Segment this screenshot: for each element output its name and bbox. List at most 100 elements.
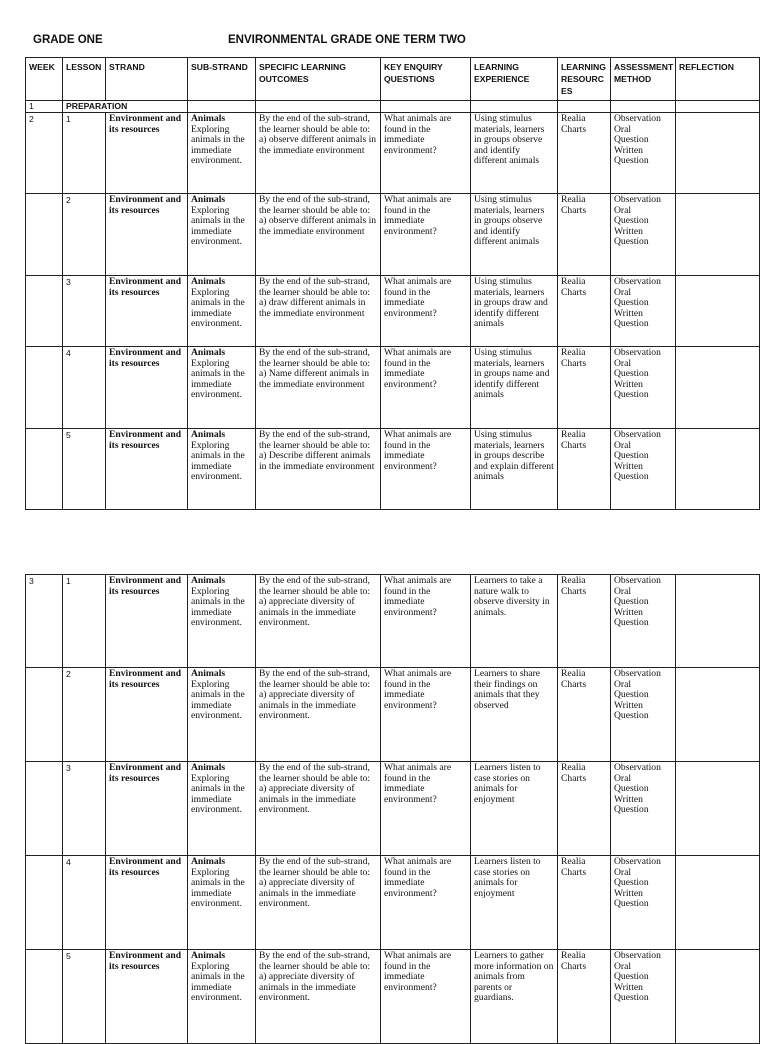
assessment-cell: Observation Oral Question Written Questi… — [610, 761, 676, 856]
substrand-text: Exploring animals in the immediate envir… — [191, 286, 245, 330]
substrand-title: Animals — [191, 668, 226, 679]
question-cell-text: What animals are found in the immediate … — [384, 347, 452, 390]
experience-cell-text: Using stimulus materials, learners in gr… — [474, 429, 554, 483]
strand-cell: Environment and its resources — [105, 761, 188, 856]
table-row: 3 Environment and its resources Animals Exp… — [25, 761, 760, 856]
substrand-cell: Animals Exploring animals in the immediat… — [187, 855, 256, 950]
week-cell: 2 — [25, 112, 63, 194]
question-cell: What animals are found in the immediate … — [380, 428, 471, 510]
strand-cell: Environment and its resources — [105, 574, 188, 668]
assessment-cell: Observation Oral Question Written Questi… — [610, 275, 676, 347]
substrand-text: Exploring animals in the immediate envir… — [191, 357, 245, 401]
substrand-title: Animals — [191, 276, 226, 287]
experience-cell-text: Using stimulus materials, learners in gr… — [474, 113, 545, 167]
column-header: ASSESSMENT METHOD — [610, 57, 676, 101]
outcome-cell-text: By the end of the sub-strand, the learne… — [259, 194, 377, 237]
experience-cell: Using stimulus materials, learners in gr… — [470, 346, 558, 429]
reflection-cell — [675, 428, 760, 510]
experience-cell-text: Learners to share their findings on anim… — [474, 668, 541, 711]
strand-cell-text: Environment and its resources — [109, 856, 182, 878]
experience-cell: Learners listen to case stories on anima… — [470, 761, 558, 856]
lesson-cell-text: 4 — [66, 857, 71, 867]
table-row: 2 Environment and its resources Animals Exp… — [25, 193, 760, 276]
assessment-cell-text: Observation Oral Question Written Questi… — [614, 429, 661, 483]
outcome-cell: By the end of the sub-strand, the learne… — [255, 346, 381, 429]
resources-cell-text: Realia Charts — [561, 194, 587, 216]
column-header: LESSON — [62, 57, 106, 101]
substrand-title: Animals — [191, 575, 226, 586]
strand-cell-text: Environment and its resources — [109, 762, 182, 784]
outcome-cell-text: By the end of the sub-strand, the learne… — [259, 347, 371, 390]
experience-cell: Using stimulus materials, learners in gr… — [470, 112, 558, 194]
strand-cell-text: Environment and its resources — [109, 347, 182, 369]
resources-cell: Realia Charts — [557, 667, 611, 762]
assessment-cell-text: Observation Oral Question Written Questi… — [614, 113, 661, 167]
substrand-title: Animals — [191, 762, 226, 773]
week-cell-text: 2 — [29, 114, 34, 124]
outcome-cell-text: By the end of the sub-strand, the learne… — [259, 429, 375, 472]
substrand-text: Exploring animals in the immediate envir… — [191, 960, 245, 1004]
strand-cell-text: Environment and its resources — [109, 668, 182, 690]
outcome-cell: By the end of the sub-strand, the learne… — [255, 574, 381, 668]
substrand-title: Animals — [191, 194, 226, 205]
week-cell — [25, 428, 63, 510]
resources-cell-text: Realia Charts — [561, 276, 587, 298]
experience-cell: Learners listen to case stories on anima… — [470, 855, 558, 950]
week-cell — [25, 275, 63, 347]
table-row: 2 Environment and its resources Animals Exp… — [25, 667, 760, 762]
lesson-cell: 1 — [62, 112, 106, 194]
table-row: 2 1 Environment and its resources Animals Ex… — [25, 112, 760, 194]
preparation-label: PREPARATION — [62, 100, 188, 113]
column-header: REFLECTION — [675, 57, 760, 101]
question-cell: What animals are found in the immediate … — [380, 949, 471, 1044]
resources-cell: Realia Charts — [557, 112, 611, 194]
strand-cell: Environment and its resources — [105, 112, 188, 194]
lesson-cell-text: 2 — [66, 195, 71, 205]
outcome-cell-text: By the end of the sub-strand, the learne… — [259, 762, 371, 816]
experience-cell-text: Learners to take a nature walk to observ… — [474, 575, 550, 618]
substrand-cell: Animals Exploring animals in the immediat… — [187, 112, 256, 194]
lesson-cell: 3 — [62, 761, 106, 856]
reflection-cell — [675, 574, 760, 668]
question-cell-text: What animals are found in the immediate … — [384, 575, 452, 618]
substrand-text: Exploring animals in the immediate envir… — [191, 866, 245, 910]
table-row: 4 Environment and its resources Animals Exp… — [25, 346, 760, 429]
question-cell-text: What animals are found in the immediate … — [384, 429, 452, 472]
lesson-cell: 2 — [62, 193, 106, 276]
question-cell-text: What animals are found in the immediate … — [384, 276, 452, 319]
substrand-text: Exploring animals in the immediate envir… — [191, 678, 245, 722]
column-header: SUB-STRAND — [187, 57, 256, 101]
assessment-cell-text: Observation Oral Question Written Questi… — [614, 950, 661, 1004]
week-cell — [25, 855, 63, 950]
outcome-cell-text: By the end of the sub-strand, the learne… — [259, 668, 371, 722]
outcome-cell: By the end of the sub-strand, the learne… — [255, 428, 381, 510]
table-header-row: WEEK LESSON STRAND SUB-STRAND SPECIFIC LEARN… — [25, 57, 760, 101]
table-row: 5 Environment and its resources Animals Exp… — [25, 428, 760, 510]
outcome-cell-text: By the end of the sub-strand, the learne… — [259, 276, 371, 319]
lesson-cell: 4 — [62, 855, 106, 950]
substrand-title: Animals — [191, 347, 226, 358]
question-cell-text: What animals are found in the immediate … — [384, 856, 452, 899]
table-row: 5 Environment and its resources Animals Exp… — [25, 949, 760, 1044]
question-cell: What animals are found in the immediate … — [380, 667, 471, 762]
lesson-cell-text: 5 — [66, 430, 71, 440]
experience-cell-text: Using stimulus materials, learners in gr… — [474, 276, 548, 330]
table-row: 3 Environment and its resources Animals Exp… — [25, 275, 760, 347]
question-cell: What animals are found in the immediate … — [380, 346, 471, 429]
document-title: ENVIRONMENTAL GRADE ONE TERM TWO — [228, 34, 466, 46]
resources-cell-text: Realia Charts — [561, 429, 587, 451]
strand-cell-text: Environment and its resources — [109, 950, 182, 972]
substrand-text: Exploring animals in the immediate envir… — [191, 123, 245, 167]
reflection-cell — [675, 112, 760, 194]
assessment-cell: Observation Oral Question Written Questi… — [610, 949, 676, 1044]
question-cell: What animals are found in the immediate … — [380, 761, 471, 856]
resources-cell-text: Realia Charts — [561, 113, 587, 135]
resources-cell: Realia Charts — [557, 193, 611, 276]
lesson-cell: 5 — [62, 428, 106, 510]
strand-cell-text: Environment and its resources — [109, 194, 182, 216]
experience-cell: Using stimulus materials, learners in gr… — [470, 275, 558, 347]
outcome-cell: By the end of the sub-strand, the learne… — [255, 275, 381, 347]
assessment-cell: Observation Oral Question Written Questi… — [610, 667, 676, 762]
outcome-cell-text: By the end of the sub-strand, the learne… — [259, 113, 377, 156]
lesson-cell: 1 — [62, 574, 106, 668]
